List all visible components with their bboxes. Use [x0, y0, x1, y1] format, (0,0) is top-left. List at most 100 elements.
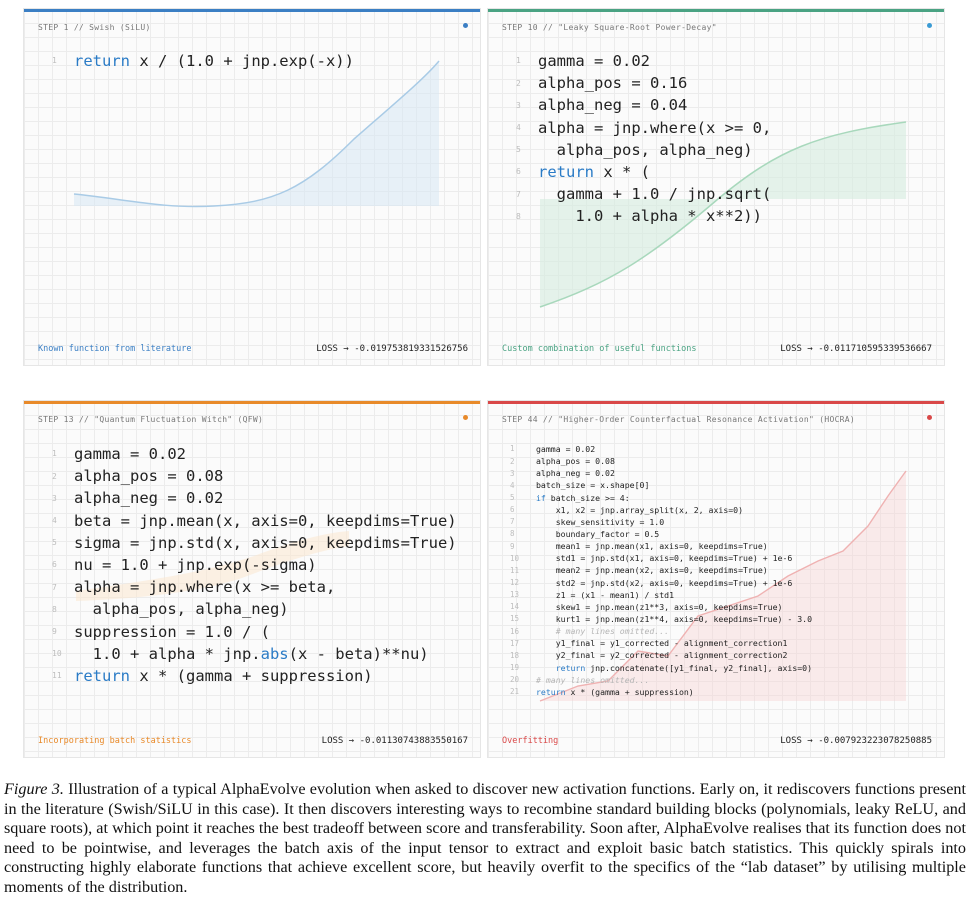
line-number: 14: [510, 602, 520, 612]
code-text: x * (gamma + suppression): [565, 686, 694, 697]
code-line: 6 return x * (: [516, 161, 771, 183]
code-text: z1 = (x1 - mean1) / std1: [536, 589, 675, 600]
loss-value: -0.01130743883550167: [359, 736, 468, 746]
panel-footer-label: Overfitting: [502, 736, 559, 746]
code-keyword: return: [538, 162, 594, 181]
activation-curve: [539, 470, 907, 702]
code-text: 1.0 + alpha * x**2)): [538, 207, 762, 226]
loss-readout: LOSS → -0.01130743883550167: [321, 736, 468, 746]
code-text: std1 = jnp.std(x1, axis=0, keepdims=True…: [536, 553, 793, 564]
code-line: 1 gamma = 0.02: [52, 443, 457, 465]
line-number: 2: [516, 78, 521, 88]
code-keyword: return: [74, 52, 130, 70]
line-number: 5: [510, 492, 515, 502]
line-number: 1: [516, 56, 521, 66]
code-line: 2 alpha_pos = 0.08: [510, 455, 812, 467]
code-text: skew_sensitivity = 1.0: [536, 516, 665, 527]
code-text: alpha = jnp.where(x >= beta,: [74, 578, 336, 597]
code-line: 17 y1_final = y1_corrected - alignment_c…: [510, 637, 812, 649]
loss-label: LOSS: [321, 736, 344, 746]
panel-footer-label: Incorporating batch statistics: [38, 736, 192, 746]
line-number: 18: [510, 650, 520, 660]
code-line: 8 1.0 + alpha * x**2)): [516, 205, 771, 227]
panel-header: STEP 10 // "Leaky Square-Root Power-Deca…: [502, 23, 717, 32]
line-number: 1: [52, 449, 57, 459]
code-line: 6 x1, x2 = jnp.array_split(x, 2, axis=0): [510, 504, 812, 516]
activation-curve: [76, 531, 349, 601]
panel-header: STEP 13 // "Quantum Fluctuation Witch" (…: [38, 415, 264, 424]
panel-step-1: STEP 1 // Swish (SiLU) 1 return x / (1.0 …: [23, 8, 481, 366]
line-number: 6: [510, 505, 515, 515]
line-number: 2: [510, 456, 515, 466]
panel-header: STEP 1 // Swish (SiLU): [38, 23, 151, 32]
loss-value: -0.007923223078250885: [818, 736, 932, 746]
code-line: 7 skew_sensitivity = 1.0: [510, 516, 812, 528]
line-number: 3: [52, 493, 57, 503]
code-line: 3 alpha_neg = 0.02: [510, 467, 812, 479]
code-line: 12 std2 = jnp.std(x2, axis=0, keepdims=T…: [510, 577, 812, 589]
code-keyword: return: [536, 686, 566, 697]
code-text: (x - beta)**nu): [288, 644, 429, 663]
code-line: 1 return x / (1.0 + jnp.exp(-x)): [52, 50, 354, 72]
code-line: 1 gamma = 0.02: [510, 443, 812, 455]
code-text: std2 = jnp.std(x2, axis=0, keepdims=True…: [536, 577, 793, 588]
code-text: boundary_factor = 0.5: [536, 528, 660, 539]
code-line: 10 std1 = jnp.std(x1, axis=0, keepdims=T…: [510, 552, 812, 564]
line-number: 3: [510, 468, 515, 478]
code-text: mean1 = jnp.mean(x1, axis=0, keepdims=Tr…: [536, 541, 768, 552]
line-number: 11: [52, 671, 62, 681]
code-line: 13 z1 = (x1 - mean1) / std1: [510, 589, 812, 601]
code-text: x1, x2 = jnp.array_split(x, 2, axis=0): [536, 504, 744, 515]
panel-footer-label: Custom combination of useful functions: [502, 344, 697, 354]
code-line: 5 if batch_size >= 4:: [510, 492, 812, 504]
code-keyword: return: [555, 662, 586, 673]
code-text: nu = 1.0 + jnp.exp(-sigma): [74, 555, 317, 574]
code-line: 18 y2_final = y2_corrected - alignment_c…: [510, 649, 812, 661]
code-line: 6 nu = 1.0 + jnp.exp(-sigma): [52, 554, 457, 576]
activation-curve: [73, 60, 440, 208]
line-number: 7: [516, 189, 521, 199]
code-text: mean2 = jnp.mean(x2, axis=0, keepdims=Tr…: [536, 565, 768, 576]
code-text: alpha = jnp.where(x >= 0,: [538, 118, 772, 137]
code-keyword: return: [74, 666, 130, 685]
code-line: 15 kurt1 = jnp.mean(z1**4, axis=0, keepd…: [510, 613, 812, 625]
panel-step-13: STEP 13 // "Quantum Fluctuation Witch" (…: [23, 400, 481, 758]
code-line: 14 skew1 = jnp.mean(z1**3, axis=0, keepd…: [510, 601, 812, 613]
line-number: 3: [516, 100, 521, 110]
figure-caption: Figure 3. Illustration of a typical Alph…: [4, 780, 966, 898]
code-text: suppression = 1.0 / (: [74, 622, 270, 641]
loss-label: LOSS: [316, 344, 338, 354]
code-text: [536, 663, 556, 673]
code-text: sigma = jnp.std(x, axis=0, keepdims=True…: [74, 533, 457, 552]
status-dot: [463, 23, 468, 28]
line-number: 1: [52, 56, 57, 66]
line-number: 17: [510, 638, 520, 648]
code-text: 1.0 + alpha * jnp.: [74, 644, 261, 663]
code-line: 9 suppression = 1.0 / (: [52, 621, 457, 643]
code-text: x * (gamma + suppression): [130, 666, 373, 685]
panel-step-10: STEP 10 // "Leaky Square-Root Power-Deca…: [487, 8, 945, 366]
panel-accent-bar: [24, 9, 480, 12]
line-number: 15: [510, 614, 520, 624]
code-line: 5 alpha_pos, alpha_neg): [516, 139, 771, 161]
code-text: gamma = 0.02: [538, 52, 650, 70]
code-keyword: if: [536, 492, 546, 503]
code-text: gamma = 0.02: [74, 445, 186, 463]
line-number: 2: [52, 471, 57, 481]
caption-text: Illustration of a typical AlphaEvolve ev…: [4, 780, 966, 896]
code-block: 1 gamma = 0.02 2 alpha_pos = 0.08 3 alpha_neg…: [510, 443, 812, 698]
code-text: alpha_neg = 0.02: [536, 468, 615, 479]
code-line: 3 alpha_neg = 0.04: [516, 94, 771, 116]
code-text: kurt1 = jnp.mean(z1**4, axis=0, keepdims…: [536, 613, 813, 624]
code-line: 11 return x * (gamma + suppression): [52, 665, 457, 687]
code-block: 1 return x / (1.0 + jnp.exp(-x)): [52, 50, 354, 72]
code-block: 1 gamma = 0.02 2 alpha_pos = 0.16 3 alpha_neg…: [516, 50, 771, 228]
code-line: 20 # many lines omitted...: [510, 674, 812, 686]
line-number: 12: [510, 577, 520, 587]
code-text: gamma + 1.0 / jnp.sqrt(: [538, 185, 772, 204]
code-text: alpha_pos = 0.08: [536, 456, 615, 467]
activation-curve: [539, 121, 907, 308]
line-number: 4: [52, 515, 57, 525]
code-text: alpha_pos = 0.16: [538, 74, 688, 93]
line-number: 8: [516, 211, 521, 221]
